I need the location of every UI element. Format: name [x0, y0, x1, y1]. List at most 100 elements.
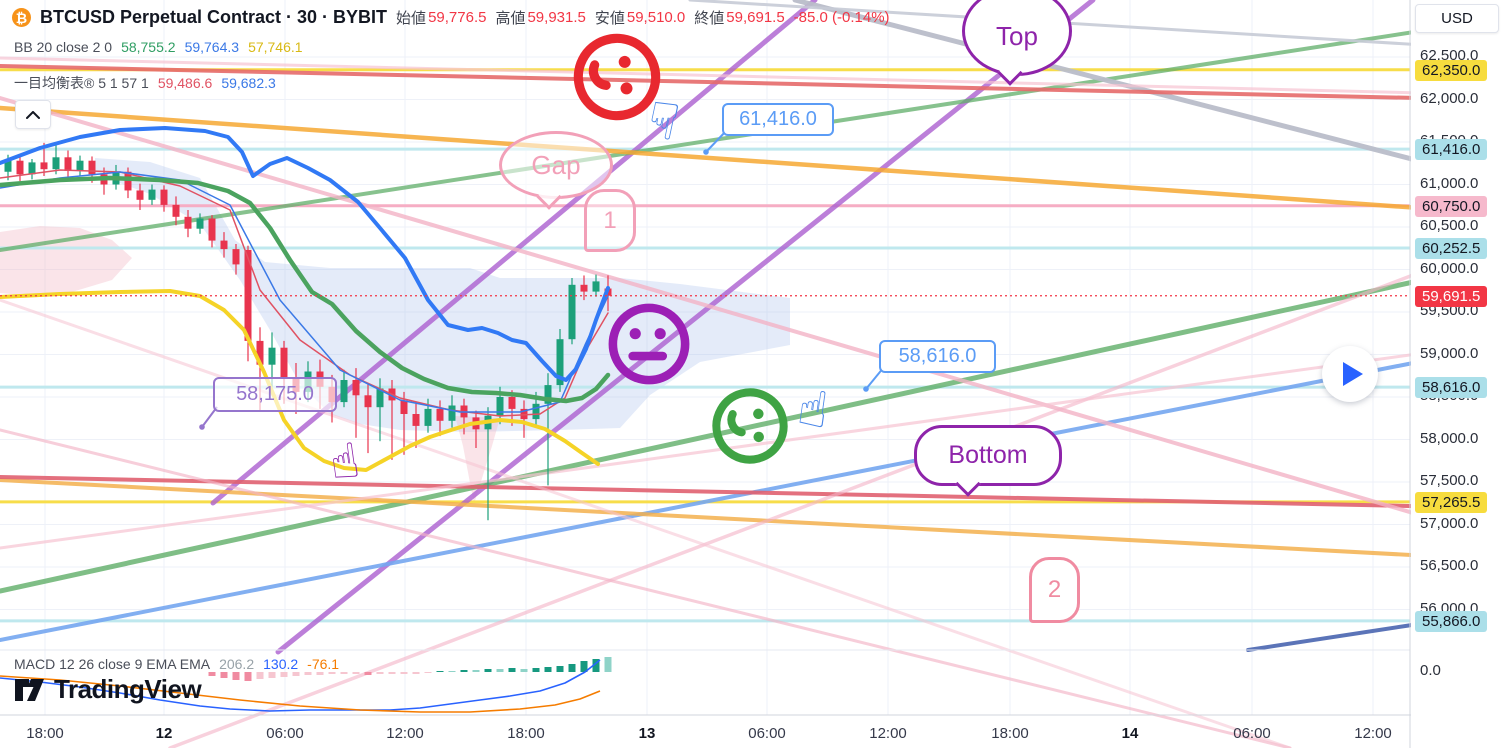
gap-speech-bubble[interactable]: Gap [499, 131, 613, 210]
ichimoku-indicator-name: 一目均衡表® 5 1 57 1 [14, 75, 149, 91]
candle [580, 275, 588, 301]
macd-legend[interactable]: MACD 12 26 close 9 EMA EMA 206.2 130.2 -… [14, 656, 339, 672]
chevron-up-icon [26, 110, 40, 119]
ichimoku-legend[interactable]: 一目均衡表® 5 1 57 1 59,486.6 59,682.3 [14, 73, 276, 93]
marker-1-balloon[interactable]: 1 [584, 189, 636, 252]
high-value: 59,931.5 [527, 9, 586, 26]
price-level-chip: 57,265.5 [1415, 491, 1488, 513]
macd-zero-tick: 0.0 [1420, 662, 1441, 679]
bottom-bubble-text: Bottom [948, 441, 1028, 469]
time-axis-tick: 18:00 [26, 725, 64, 742]
low-label: 安値 [594, 10, 625, 27]
macd-indicator-name: MACD 12 26 close 9 EMA EMA [14, 656, 211, 672]
candle [136, 183, 144, 210]
angry-face-icon [573, 33, 661, 121]
time-axis-tick: 18:00 [507, 725, 545, 742]
candle [520, 400, 528, 438]
low-value: 59,510.0 [626, 9, 686, 26]
candle [172, 196, 180, 226]
macd-hist-value: 206.2 [219, 656, 255, 672]
time-axis-tick: 12 [155, 725, 173, 742]
tilted-face-sticker[interactable] [710, 386, 790, 466]
time-axis-tick: 14 [1121, 725, 1139, 742]
price-callout-58175-text: 58,175.0 [236, 383, 314, 405]
time-axis-tick: 12:00 [869, 725, 907, 742]
time-axis-tick: 12:00 [386, 725, 424, 742]
top-speech-bubble[interactable]: Top [962, 0, 1072, 86]
candle [76, 155, 84, 176]
bitcoin-icon: ₿ [12, 8, 31, 27]
time-axis-tick: 06:00 [748, 725, 786, 742]
candle [400, 391, 408, 455]
price-scale[interactable]: 62,500.062,000.061,500.061,000.060,500.0… [1411, 0, 1505, 748]
bb-basis-value: 58,755.2 [121, 39, 176, 55]
candle [208, 215, 216, 248]
candle [448, 395, 456, 428]
currency-unit-button[interactable]: USD [1415, 4, 1499, 33]
neutral-face-sticker[interactable] [606, 301, 692, 387]
candle [340, 369, 348, 408]
marker-1-text: 1 [603, 206, 617, 234]
price-callout-58616[interactable]: 58,616.0 [879, 340, 996, 373]
price-scale-tick: 60,000.0 [1420, 259, 1479, 277]
price-scale-tick: 57,500.0 [1420, 472, 1479, 489]
time-axis-tick: 06:00 [266, 725, 304, 742]
tilted-face-icon [712, 388, 788, 464]
candle [592, 274, 600, 297]
go-to-realtime-button[interactable] [1322, 346, 1378, 402]
price-level-chip: 61,416.0 [1415, 139, 1488, 161]
close-value: 59,691.5 [726, 9, 785, 26]
bb-indicator-name: BB 20 close 2 0 [14, 39, 113, 55]
candle [160, 185, 168, 212]
time-axis-tick: 12:00 [1354, 725, 1392, 742]
legend-collapse-button[interactable] [15, 100, 51, 129]
price-level-chip: 60,252.5 [1415, 238, 1488, 260]
time-axis-tick: 18:00 [991, 725, 1029, 742]
price-callout-58616-text: 58,616.0 [898, 345, 977, 367]
play-icon [1342, 362, 1363, 386]
gap-bubble-text: Gap [531, 149, 581, 180]
candle [412, 403, 420, 448]
price-scale-tick: 58,000.0 [1420, 429, 1479, 447]
price-scale-tick: 62,000.0 [1420, 89, 1479, 107]
price-level-chip: 60,750.0 [1415, 195, 1488, 217]
candle [148, 184, 156, 205]
currency-unit-label: USD [1441, 10, 1473, 27]
candle [64, 150, 72, 178]
bottom-speech-bubble[interactable]: Bottom [914, 425, 1062, 497]
candle [196, 213, 204, 234]
ichimoku-base-value: 59,682.3 [221, 75, 276, 91]
neutral-face-icon [608, 303, 690, 385]
price-scale-tick: 56,500.0 [1420, 557, 1479, 574]
price-callout-61416[interactable]: 61,416.0 [722, 103, 834, 136]
tradingview-watermark: TradingView [14, 674, 202, 705]
price-callout-58175[interactable]: 58,175.0 [213, 377, 337, 412]
change-value: -85.0 (-0.14%) [793, 9, 890, 26]
bb-upper-value: 59,764.3 [184, 39, 240, 55]
symbol-legend[interactable]: ₿ BTCUSD Perpetual Contract · 30 · BYBIT… [12, 7, 890, 28]
high-label: 高値 [495, 10, 526, 27]
marker-2-balloon[interactable]: 2 [1029, 557, 1080, 623]
watermark-text: TradingView [54, 674, 202, 704]
candle [364, 383, 372, 454]
candle [220, 232, 228, 258]
price-scale-tick: 57,000.0 [1420, 514, 1479, 532]
bb-legend[interactable]: BB 20 close 2 0 58,755.2 59,764.3 57,746… [14, 39, 303, 55]
symbol-title: BTCUSD Perpetual Contract · 30 · BYBIT [40, 7, 388, 27]
marker-2-text: 2 [1047, 576, 1062, 603]
price-callout-61416-text: 61,416.0 [739, 108, 817, 130]
candle [52, 144, 60, 175]
ichimoku-conversion-value: 59,486.6 [157, 75, 213, 91]
candle [568, 278, 576, 345]
open-value: 59,776.5 [428, 9, 487, 26]
price-scale-tick: 59,000.0 [1420, 344, 1479, 362]
price-scale-tick: 60,500.0 [1420, 217, 1479, 234]
angry-face-sticker[interactable] [571, 31, 663, 123]
price-level-chip: 59,691.5 [1415, 285, 1488, 307]
bb-lower-value: 57,746.1 [248, 39, 303, 55]
tradingview-logo-icon [15, 678, 44, 701]
top-bubble-text: Top [996, 20, 1038, 51]
candle [556, 329, 564, 392]
macd-signal-value: -76.1 [307, 656, 340, 672]
